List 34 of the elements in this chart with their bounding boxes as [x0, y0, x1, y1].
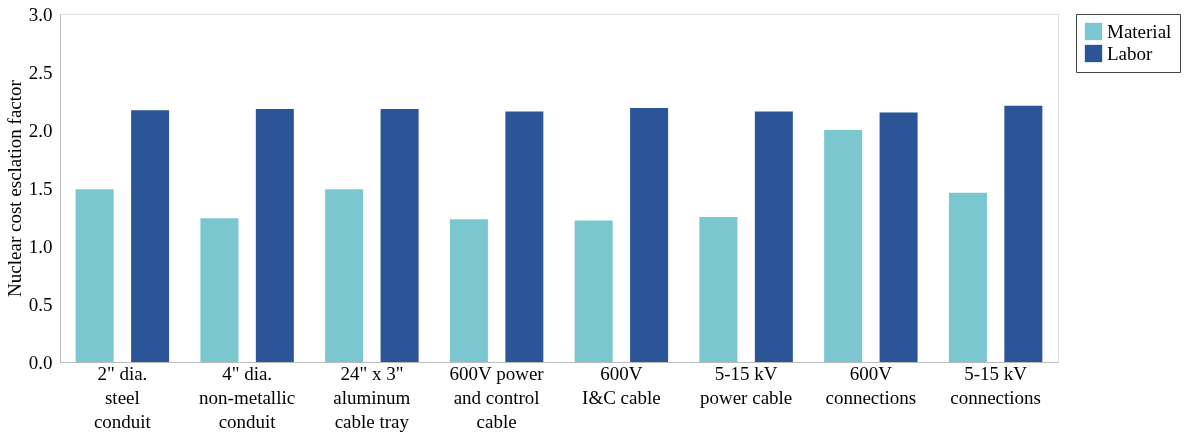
bar	[699, 217, 738, 362]
bar	[574, 220, 613, 362]
bar	[75, 189, 114, 362]
x-tick-label: 600V connections	[825, 362, 917, 408]
legend-label: Material	[1107, 20, 1172, 42]
y-axis-title: Nuclear cost esclation factor	[3, 79, 25, 297]
bar	[449, 219, 488, 362]
y-tick-label: 3.0	[28, 3, 53, 25]
x-tick-label: 600V power and control cable	[449, 362, 545, 432]
y-tick-label: 0.0	[28, 351, 53, 373]
bar	[200, 218, 239, 362]
x-tick-label: 5-15 kV power cable	[699, 362, 793, 408]
bar	[630, 107, 669, 362]
y-tick-label: 1.5	[28, 177, 53, 199]
bar	[1004, 105, 1043, 362]
x-tick-label: 24" x 3" aluminum cable tray	[333, 362, 411, 432]
y-tick-label: 0.5	[28, 293, 53, 315]
bar	[824, 130, 863, 362]
bar	[380, 109, 419, 362]
bar	[131, 110, 170, 362]
y-tick-label: 1.0	[28, 235, 53, 257]
bar	[325, 189, 364, 362]
y-tick-label: 2.0	[28, 119, 53, 141]
bar	[879, 112, 918, 362]
bar	[754, 111, 793, 362]
y-tick-label: 2.5	[28, 61, 53, 83]
x-tick-label: 600V I&C cable	[582, 362, 661, 408]
bar	[505, 111, 544, 362]
bar	[948, 192, 987, 362]
x-tick-label: 4" dia. non-metallic conduit	[199, 362, 296, 432]
x-tick-label: 5-15 kV connections	[950, 362, 1042, 408]
bar	[255, 109, 294, 362]
x-tick-label: 2" dia. steel conduit	[93, 362, 152, 432]
legend-label: Labor	[1107, 42, 1154, 64]
